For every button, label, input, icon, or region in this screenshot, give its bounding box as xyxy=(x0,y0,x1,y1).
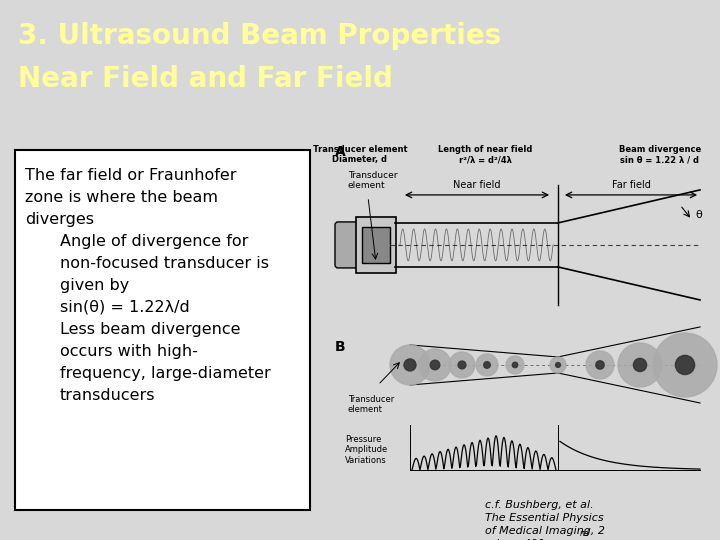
Bar xyxy=(356,217,396,273)
Text: Transducer element
Diameter, d: Transducer element Diameter, d xyxy=(312,145,408,164)
Text: B: B xyxy=(335,340,346,354)
Text: transducers: transducers xyxy=(60,388,156,403)
Text: occurs with high-: occurs with high- xyxy=(60,344,198,359)
Text: Length of near field
r²/λ = d²/4λ: Length of near field r²/λ = d²/4λ xyxy=(438,145,532,164)
Text: zone is where the beam: zone is where the beam xyxy=(25,190,218,205)
Text: The Essential Physics: The Essential Physics xyxy=(485,513,603,523)
Text: The far field or Fraunhofer: The far field or Fraunhofer xyxy=(25,168,236,183)
FancyBboxPatch shape xyxy=(335,222,359,268)
Text: of Medical Imaging, 2: of Medical Imaging, 2 xyxy=(485,526,605,536)
Circle shape xyxy=(449,352,475,378)
Circle shape xyxy=(431,360,440,370)
Circle shape xyxy=(653,333,717,397)
Text: frequency, large-diameter: frequency, large-diameter xyxy=(60,366,271,381)
Circle shape xyxy=(618,343,662,387)
Text: Near field: Near field xyxy=(454,180,500,190)
Text: sin(θ) = 1.22λ/d: sin(θ) = 1.22λ/d xyxy=(60,300,190,315)
Circle shape xyxy=(556,362,560,367)
Text: Far field: Far field xyxy=(611,180,650,190)
Text: Angle of divergence for: Angle of divergence for xyxy=(60,234,248,249)
Text: Beam divergence
sin θ = 1.22 λ / d: Beam divergence sin θ = 1.22 λ / d xyxy=(619,145,701,164)
Text: given by: given by xyxy=(60,278,130,293)
Circle shape xyxy=(419,349,451,381)
Circle shape xyxy=(675,355,695,375)
Bar xyxy=(362,227,390,263)
Text: 3. Ultrasound Beam Properties: 3. Ultrasound Beam Properties xyxy=(18,22,501,50)
Text: c.f. Bushberg, et al.: c.f. Bushberg, et al. xyxy=(485,500,593,510)
Circle shape xyxy=(550,357,566,373)
Circle shape xyxy=(513,362,518,368)
Text: nd: nd xyxy=(580,529,590,538)
Circle shape xyxy=(484,362,490,368)
Circle shape xyxy=(596,361,604,369)
Text: diverges: diverges xyxy=(25,212,94,227)
Circle shape xyxy=(586,351,614,379)
Circle shape xyxy=(390,345,430,385)
Circle shape xyxy=(404,359,416,371)
Text: A: A xyxy=(335,145,346,159)
Text: Transducer
element: Transducer element xyxy=(348,395,395,414)
Circle shape xyxy=(458,361,466,369)
Text: Near Field and Far Field: Near Field and Far Field xyxy=(18,65,393,93)
Circle shape xyxy=(634,359,647,372)
Circle shape xyxy=(476,354,498,376)
Text: Transducer
element: Transducer element xyxy=(348,171,397,190)
Text: θ: θ xyxy=(695,210,702,220)
Text: non-focused transducer is: non-focused transducer is xyxy=(60,256,269,271)
Text: Pressure
Amplitude
Variations: Pressure Amplitude Variations xyxy=(345,435,388,465)
Circle shape xyxy=(506,356,524,374)
Bar xyxy=(15,150,310,510)
Text: Less beam divergence: Less beam divergence xyxy=(60,322,240,337)
Text: ed., p. 491.: ed., p. 491. xyxy=(485,539,549,540)
